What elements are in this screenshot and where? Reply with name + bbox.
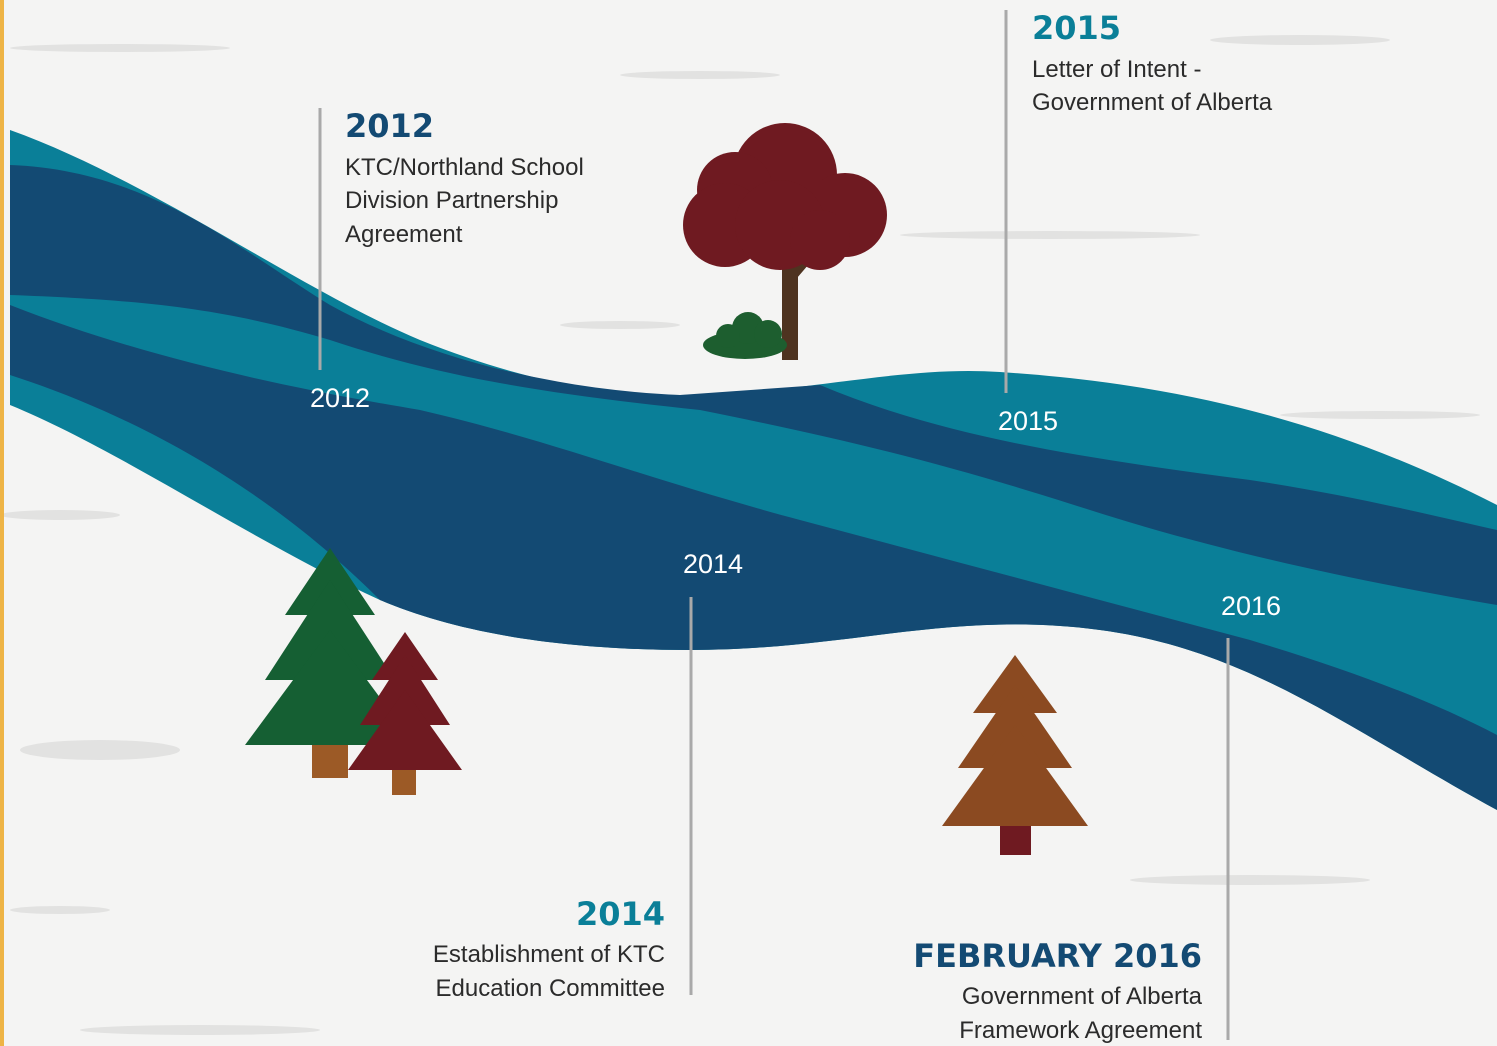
event-text: Establishment of KTC	[433, 941, 665, 968]
event-text: Framework Agreement	[959, 1017, 1202, 1044]
left-edge	[0, 0, 4, 1046]
marker-label: 2012	[310, 383, 370, 413]
event-text: Government of Alberta	[1032, 89, 1273, 116]
marker-label: 2014	[683, 549, 743, 579]
event-text: KTC/Northland School	[345, 154, 584, 181]
event-text: Letter of Intent -	[1032, 56, 1201, 83]
timeline: 2012 2014 2015 2016 2012 KTC/Northland S…	[0, 0, 1497, 1046]
event-text: Agreement	[345, 221, 463, 248]
event-text: Division Partnership	[345, 187, 558, 214]
event-text: Government of Alberta	[962, 983, 1203, 1010]
event-text: Education Committee	[436, 975, 665, 1002]
event-title: 2012	[345, 107, 434, 145]
event-title: 2014	[576, 895, 665, 933]
marker-label: 2015	[998, 406, 1058, 436]
marker-label: 2016	[1221, 591, 1281, 621]
event-title: FEBRUARY 2016	[913, 937, 1202, 975]
event-title: 2015	[1032, 9, 1121, 47]
